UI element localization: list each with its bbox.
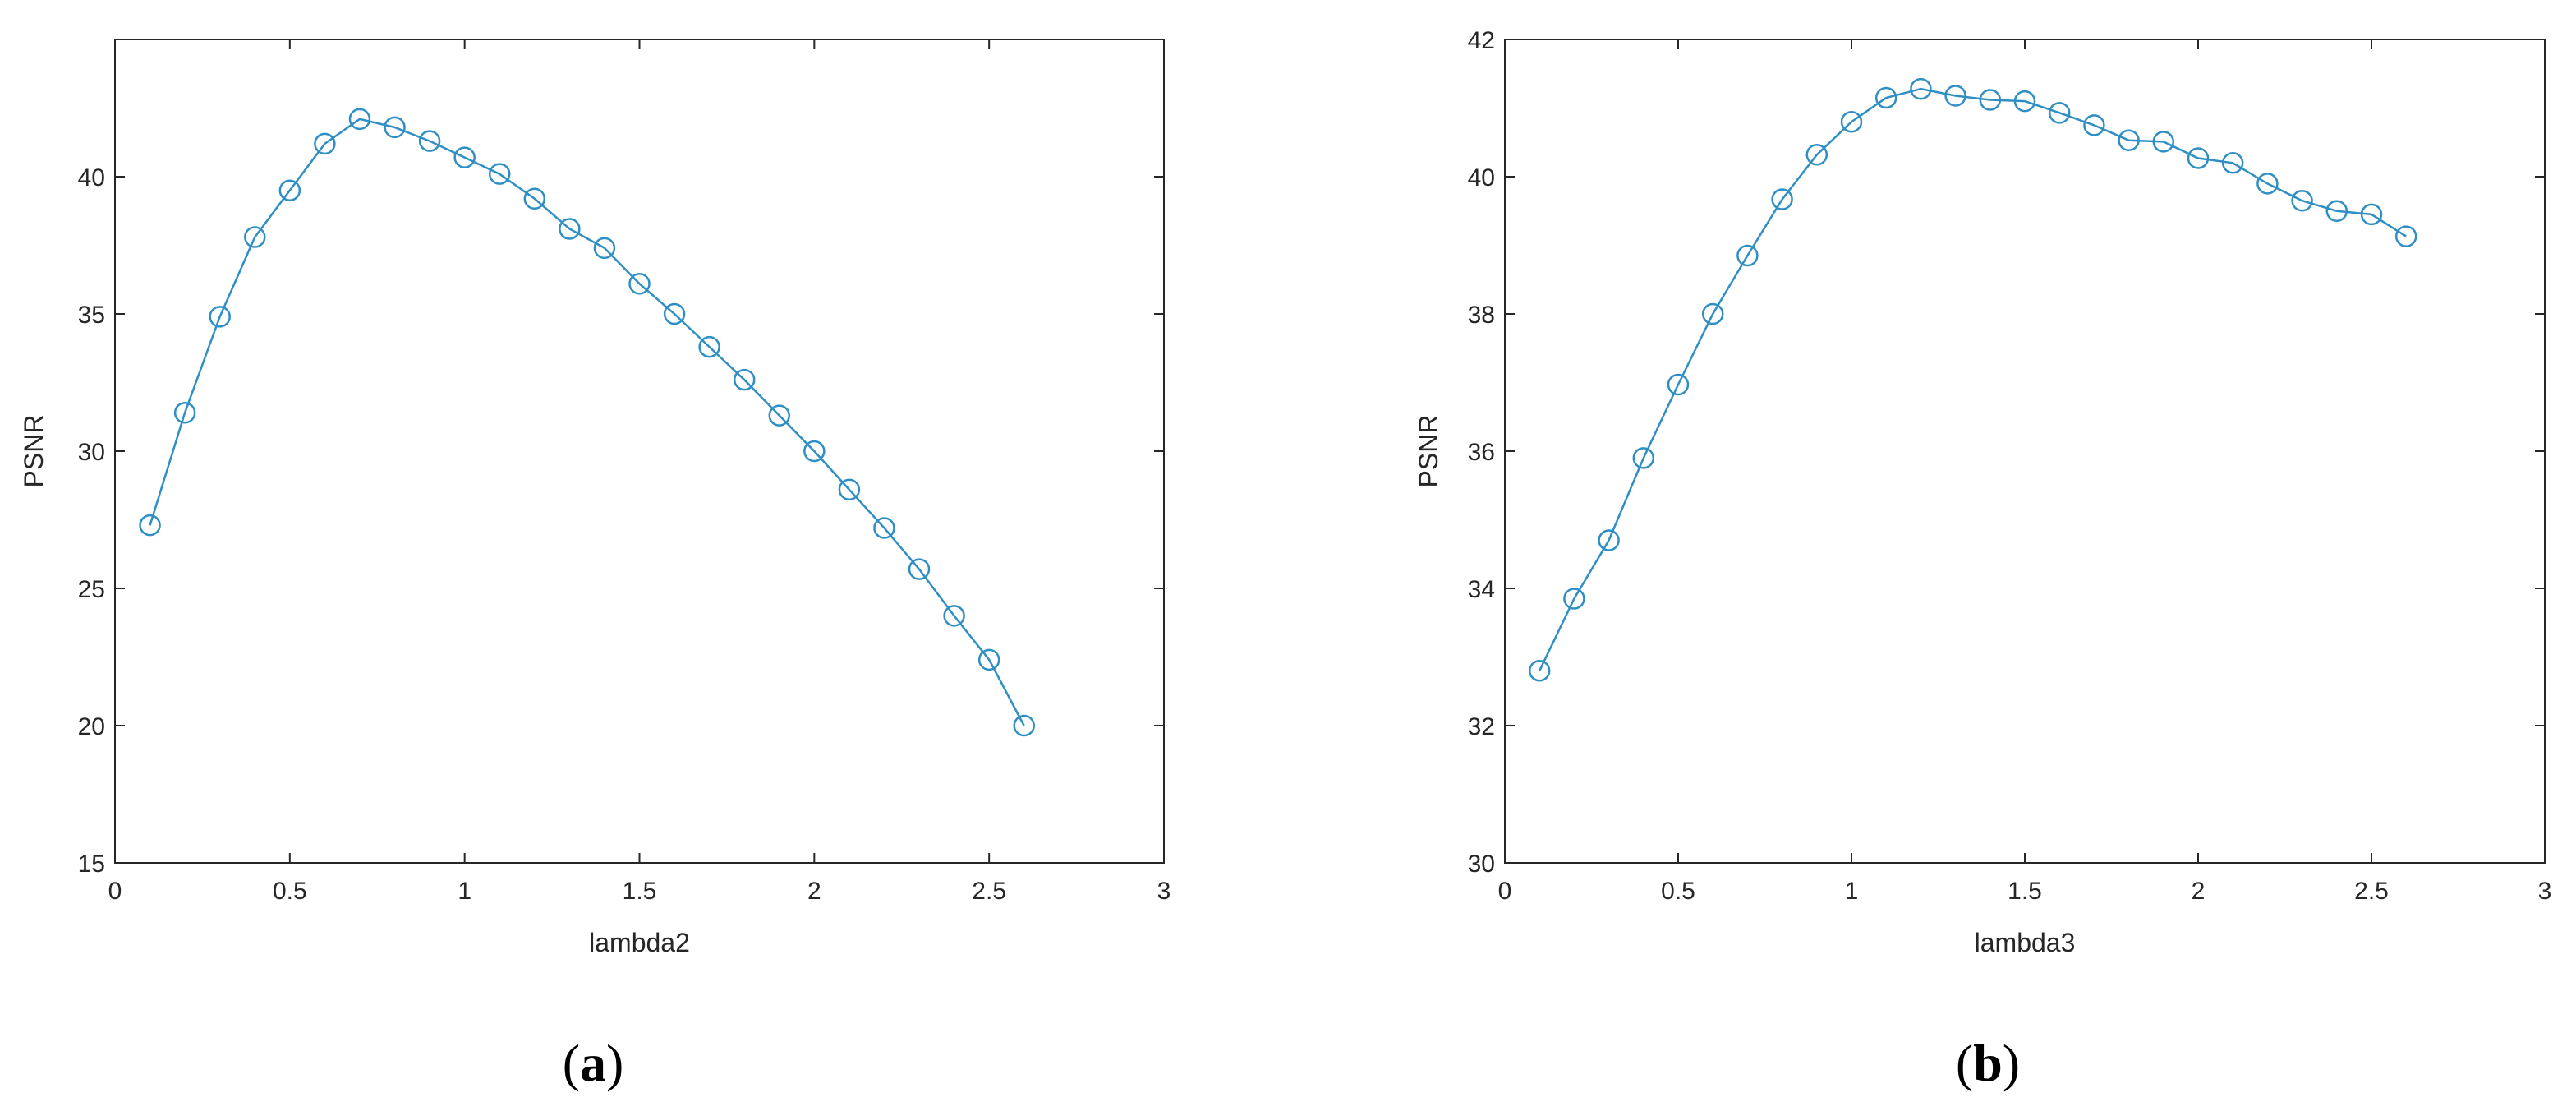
x-tick-label: 2	[2192, 878, 2206, 905]
x-tick-label: 2.5	[972, 878, 1006, 905]
y-tick-label: 36	[1468, 439, 1495, 466]
x-axis-label: lambda2	[589, 928, 690, 957]
data-point	[873, 517, 895, 539]
y-tick-label: 30	[78, 439, 105, 466]
data-marks	[1528, 77, 2417, 682]
chart-panel-b: 0 0.5 1 1.5 2 2.5 3 30 32 34 36 38 40 42 lambda3 PSNR…	[1414, 27, 2551, 1092]
y-tick-label: 40	[1468, 164, 1495, 191]
data-point	[2256, 173, 2279, 195]
x-tick-label: 3	[1157, 878, 1171, 905]
series-line	[1539, 87, 2407, 671]
data-point	[1874, 86, 1898, 109]
data-point	[943, 605, 965, 627]
y-tick-label: 42	[1468, 27, 1495, 54]
data-point	[698, 335, 720, 358]
x-tick-label: 1.5	[2008, 878, 2042, 905]
data-point	[1598, 529, 1620, 551]
x-tick-label: 1	[1845, 878, 1859, 905]
data-point	[1701, 302, 1724, 325]
data-point	[733, 368, 756, 391]
data-point	[1944, 85, 1966, 107]
x-tick-label: 2	[807, 878, 821, 905]
data-point	[908, 558, 931, 580]
y-tick-label: 40	[78, 164, 105, 191]
data-point	[453, 146, 476, 168]
y-tick-label: 34	[1468, 576, 1495, 603]
x-tick-label: 0.5	[1661, 878, 1695, 905]
data-point	[1013, 714, 1035, 737]
x-tick-label: 0.5	[273, 878, 307, 905]
data-point	[803, 440, 826, 463]
data-point	[2048, 102, 2071, 124]
data-point	[278, 179, 301, 201]
y-tick-label: 25	[78, 576, 105, 603]
axis-ticks: 0 0.5 1 1.5 2 2.5 3 30 32 34 36 38 40 42	[1468, 27, 2552, 905]
data-point	[1771, 188, 1793, 210]
panel-caption-letter: b	[1973, 1034, 2003, 1092]
x-tick-label: 3	[2538, 878, 2552, 905]
data-point	[1563, 588, 1585, 610]
data-point	[1667, 373, 1690, 396]
chart-panel-a: 0 0.5 1 1.5 2 2.5 3 15 20 25 30 35 40 lambda2 PSNR (…	[19, 39, 1171, 1092]
data-point	[978, 648, 1000, 671]
plot-area-frame	[1504, 39, 2546, 864]
data-point	[2360, 203, 2383, 226]
panel-caption-letter: a	[580, 1034, 606, 1092]
data-point	[2325, 200, 2348, 222]
data-point	[1910, 77, 1932, 100]
x-tick-label: 0	[108, 878, 122, 905]
data-point	[244, 226, 266, 248]
y-tick-label: 30	[1468, 851, 1495, 878]
y-axis-label: PSNR	[1414, 415, 1443, 488]
y-axis-label: PSNR	[19, 415, 48, 488]
data-point	[523, 187, 546, 210]
data-point	[2394, 225, 2417, 247]
x-tick-label: 1.5	[623, 878, 657, 905]
data-point	[2187, 147, 2210, 169]
y-tick-label: 38	[1468, 302, 1495, 329]
data-point	[559, 218, 581, 240]
data-point	[1840, 110, 1863, 133]
data-point	[768, 404, 791, 427]
y-tick-label: 20	[78, 713, 105, 740]
data-point	[2013, 90, 2036, 113]
data-point	[1632, 447, 1655, 469]
data-point	[139, 514, 161, 537]
data-point	[838, 478, 861, 501]
data-point	[2118, 129, 2140, 151]
x-tick-label: 0	[1498, 878, 1512, 905]
plot-area-frame	[114, 39, 1165, 864]
data-point	[173, 401, 196, 424]
panel-caption: (b)	[1956, 1034, 2020, 1092]
data-point	[1979, 89, 2002, 111]
data-point	[348, 108, 371, 131]
data-point	[2152, 131, 2175, 153]
x-axis-label: lambda3	[1975, 928, 2076, 957]
panel-caption: (a)	[563, 1034, 624, 1092]
data-point	[488, 163, 511, 185]
data-point	[418, 130, 441, 152]
data-point	[209, 306, 231, 328]
data-point	[1806, 144, 1828, 166]
x-tick-label: 1	[458, 878, 472, 905]
axis-ticks: 0 0.5 1 1.5 2 2.5 3 15 20 25 30 35 40	[78, 39, 1171, 905]
x-tick-label: 2.5	[2354, 878, 2389, 905]
data-point	[628, 273, 651, 295]
data-point	[2083, 114, 2105, 136]
data-point	[1736, 244, 1759, 267]
data-point	[2221, 152, 2244, 174]
y-tick-label: 32	[1468, 713, 1495, 740]
y-tick-label: 15	[78, 851, 105, 878]
data-point	[2291, 189, 2313, 212]
data-point	[663, 302, 686, 325]
data-point	[593, 237, 616, 260]
data-marks	[139, 108, 1035, 737]
data-point	[314, 132, 336, 155]
data-point	[1528, 659, 1551, 682]
y-tick-label: 35	[78, 302, 105, 329]
data-point	[384, 116, 406, 139]
